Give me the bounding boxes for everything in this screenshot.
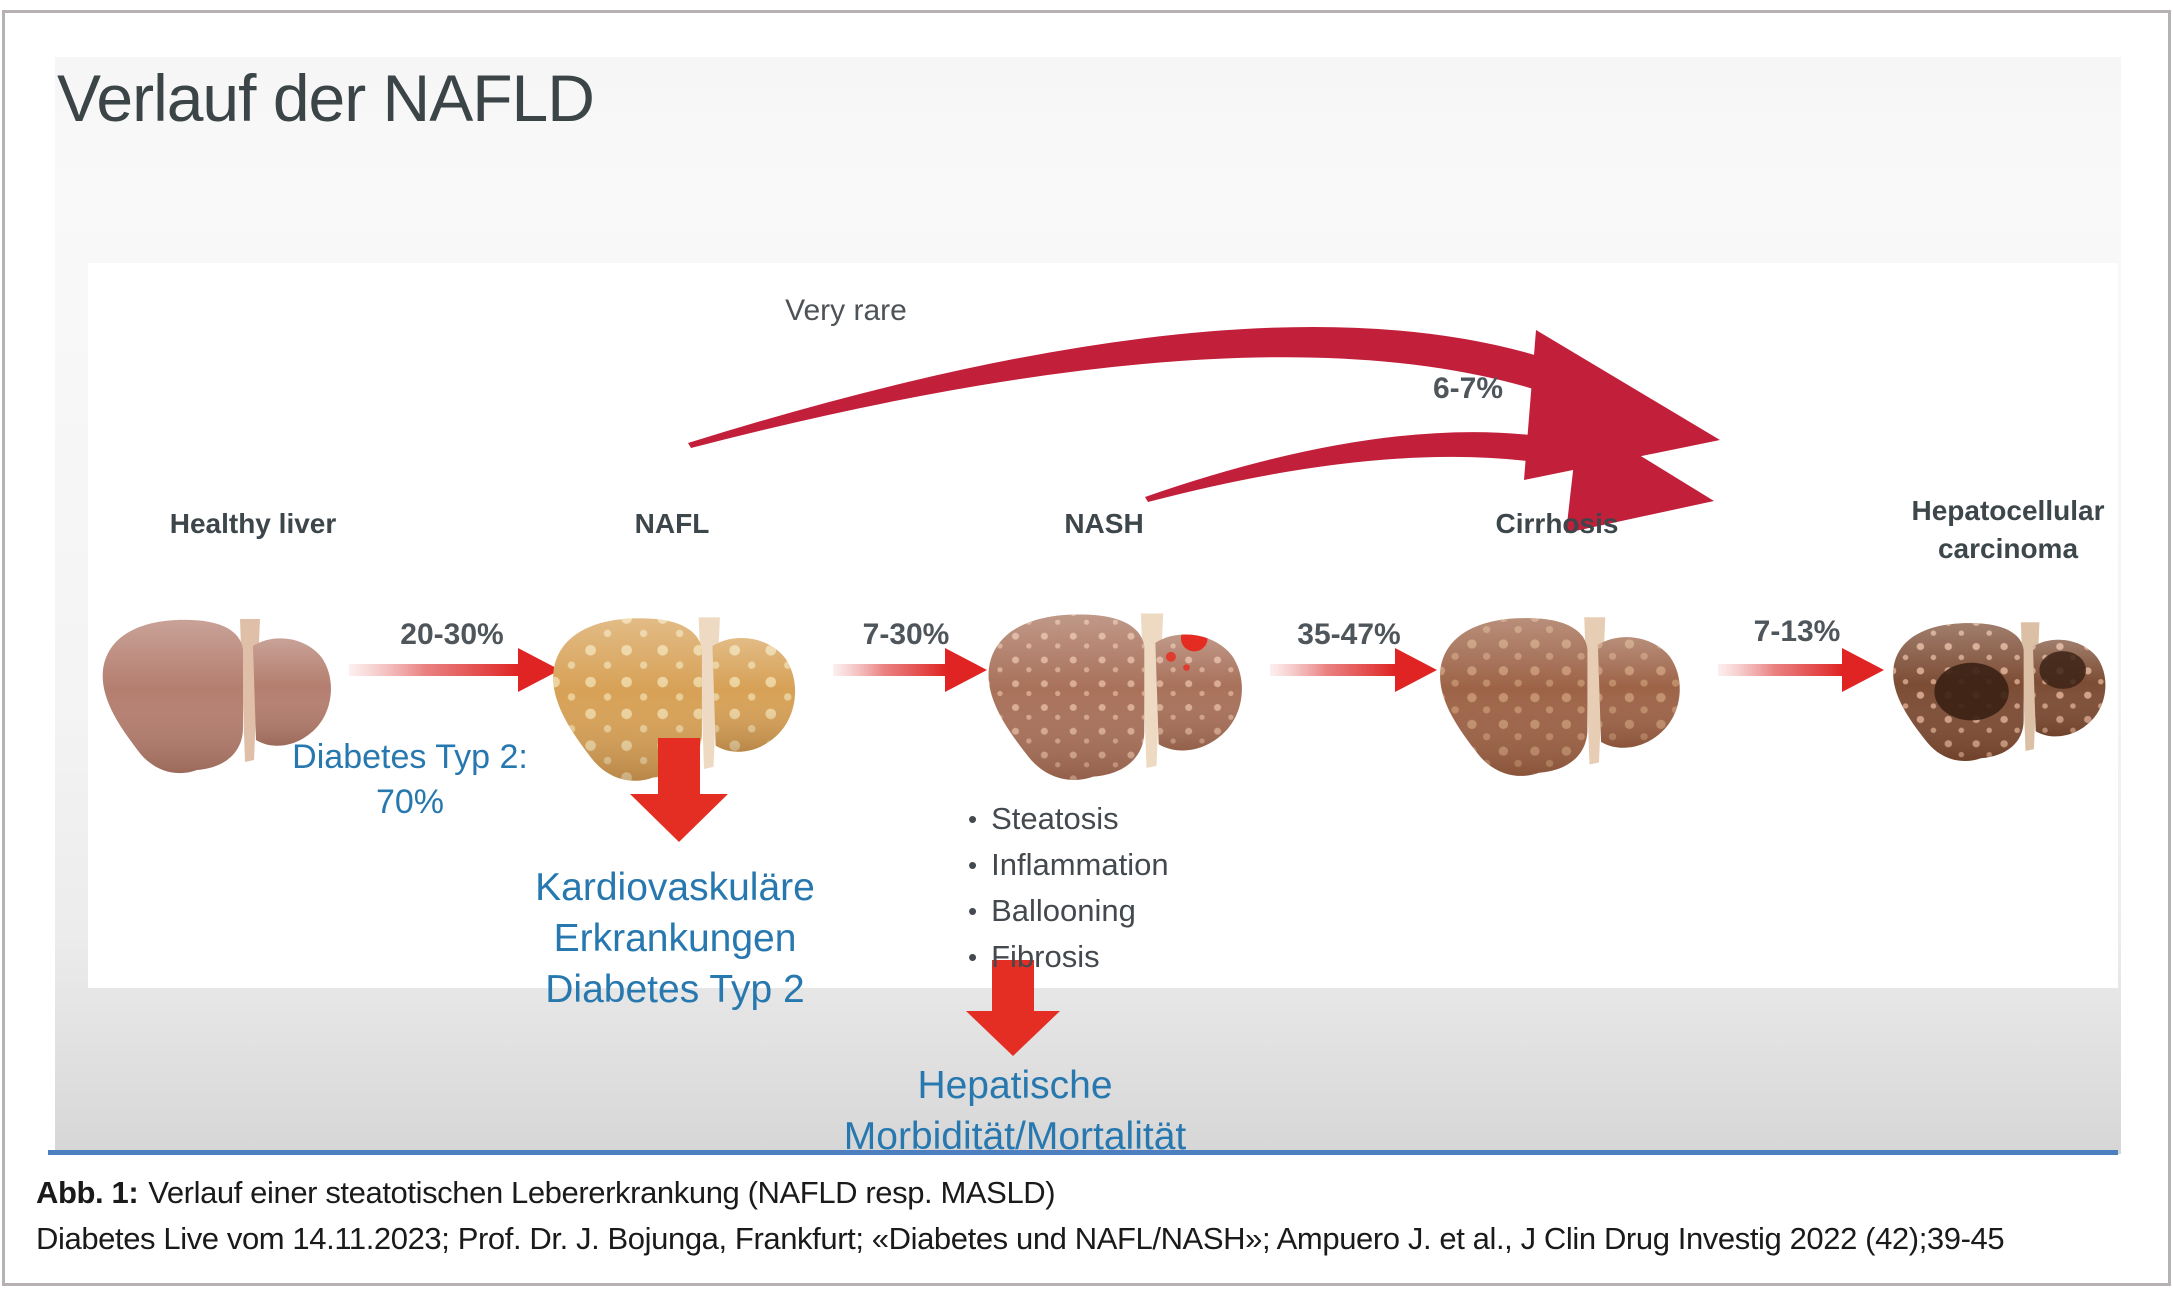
bullet-glyph: • xyxy=(968,804,978,834)
stage-label-nafl: NAFL xyxy=(634,508,710,539)
slide-bottom-rule xyxy=(48,1150,2118,1155)
slide-title: Verlauf der NAFLD xyxy=(57,61,595,135)
figure-caption: Abb. 1: Verlauf einer steatotischen Leber… xyxy=(36,1170,2005,1262)
caption-source: Diabetes Live vom 14.11.2023; Prof. Dr. … xyxy=(36,1221,2005,1256)
note-cardio-line2: Erkrankungen xyxy=(553,917,797,960)
nash-feature-item: • Fibrosis xyxy=(968,934,1169,980)
nash-feature-label: Steatosis xyxy=(991,801,1119,836)
transition-label-nash-cirrhosis: 35-47% xyxy=(1297,618,1401,651)
figure-border xyxy=(2,10,2171,1286)
note-cardio-line1: Kardiovaskuläre xyxy=(535,866,815,909)
nash-feature-item: • Steatosis xyxy=(968,796,1169,842)
note-hepatic-line1: Hepatische xyxy=(917,1064,1113,1107)
note-diabetes: Diabetes Typ 2: 70% xyxy=(210,735,610,825)
nash-feature-item: • Inflammation xyxy=(968,842,1169,888)
nash-feature-label: Ballooning xyxy=(991,893,1136,928)
note-diabetes-line2: 70% xyxy=(375,783,445,821)
note-cardio-line3: Diabetes Typ 2 xyxy=(545,968,805,1011)
transition-label-very-rare: Very rare xyxy=(785,294,907,327)
note-cardio: Kardiovaskuläre Erkrankungen Diabetes Ty… xyxy=(445,862,905,1015)
stage-label-healthy-liver: Healthy liver xyxy=(169,508,337,539)
note-diabetes-line1: Diabetes Typ 2: xyxy=(292,738,528,776)
caption-label: Abb. 1: xyxy=(36,1175,139,1210)
stage-label-cirrhosis: Cirrhosis xyxy=(1495,508,1619,539)
caption-line1: Abb. 1: Verlauf einer steatotischen Leber… xyxy=(36,1170,2004,1216)
stage-label-nash: NASH xyxy=(1064,508,1144,539)
nash-feature-label: Inflammation xyxy=(991,847,1169,882)
transition-label-cirrhosis-hcc: 7-13% xyxy=(1753,615,1841,648)
bullet-glyph: • xyxy=(968,850,978,880)
nash-feature-item: • Ballooning xyxy=(968,888,1169,934)
note-hepatic: Hepatische Morbidität/Mortalität xyxy=(785,1060,1245,1162)
stage-label-hcc: Hepatocellular carcinoma xyxy=(1911,495,2105,564)
nash-feature-label: Fibrosis xyxy=(991,939,1100,974)
transition-label-nafl-nash: 7-30% xyxy=(862,618,950,651)
bullet-glyph: • xyxy=(968,896,978,926)
caption-title: Verlauf einer steatotischen Lebererkrank… xyxy=(148,1175,1056,1210)
nash-feature-list: • Steatosis • Inflammation • Ballooning … xyxy=(968,796,1169,980)
bullet-glyph: • xyxy=(968,942,978,972)
transition-label-nash-hcc: 6-7% xyxy=(1432,372,1504,405)
transition-label-healthy-nafl: 20-30% xyxy=(400,618,504,651)
